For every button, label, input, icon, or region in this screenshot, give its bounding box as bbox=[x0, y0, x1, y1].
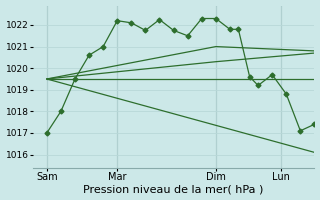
X-axis label: Pression niveau de la mer( hPa ): Pression niveau de la mer( hPa ) bbox=[84, 184, 264, 194]
